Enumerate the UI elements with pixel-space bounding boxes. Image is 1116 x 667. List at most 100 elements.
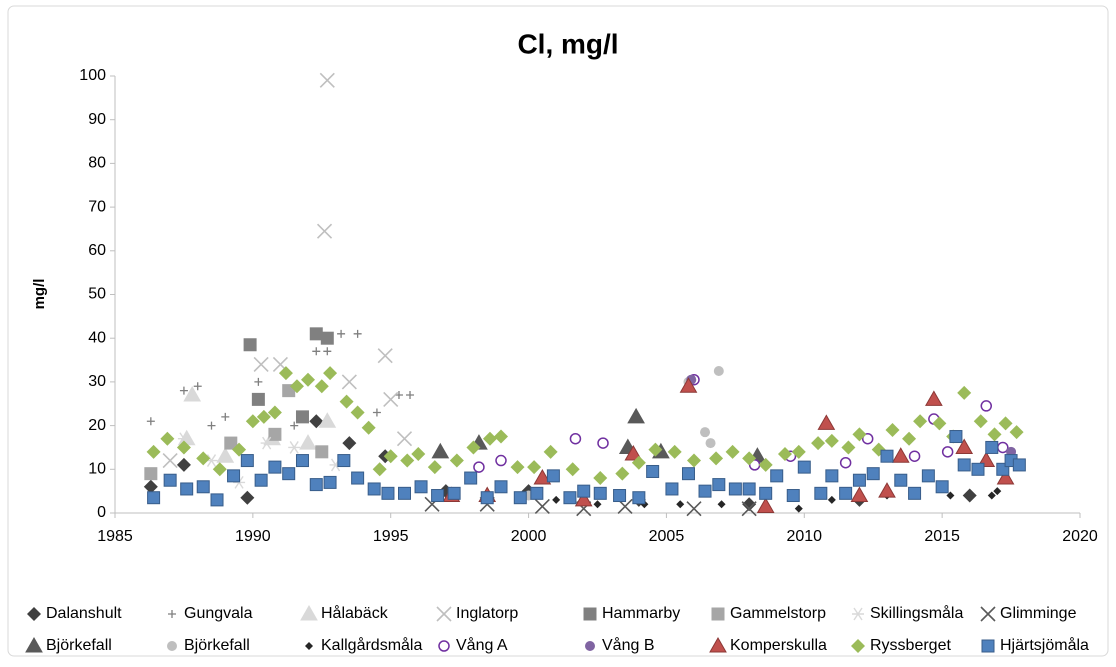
data-point: [825, 469, 839, 483]
data-point: [850, 486, 869, 503]
data-point: [144, 467, 158, 481]
legend-label: Komperskulla: [730, 637, 827, 654]
legend-marker: [583, 607, 597, 621]
legend-marker: [711, 607, 725, 621]
data-point: [160, 431, 175, 446]
data-point: [615, 466, 630, 481]
data-point: [709, 451, 724, 466]
data-point: [245, 414, 260, 429]
data-point: [301, 372, 315, 387]
x-tick-label: 2010: [786, 528, 822, 545]
data-point: [1009, 425, 1024, 440]
legend-marker: [27, 607, 41, 621]
data-point: [464, 471, 478, 485]
data-point: [817, 414, 836, 430]
y-tick-label: 20: [88, 417, 106, 434]
data-point: [147, 491, 161, 505]
legend-label: Inglatorp: [456, 605, 518, 622]
data-point: [449, 453, 464, 468]
data-point: [466, 440, 481, 455]
data-point: [400, 453, 415, 468]
data-point: [971, 462, 985, 476]
data-point: [878, 482, 896, 498]
data-point: [176, 457, 191, 472]
data-point: [494, 429, 508, 444]
data-point: [839, 486, 853, 500]
data-point: [902, 431, 917, 446]
data-point: [973, 414, 988, 429]
data-point: [698, 484, 712, 498]
data-point: [411, 447, 426, 462]
x-tick-label: 1995: [373, 528, 409, 545]
legend-marker: [25, 636, 43, 653]
data-point: [383, 449, 398, 464]
y-tick-label: 100: [79, 67, 106, 84]
data-point: [546, 469, 560, 483]
data-point: [725, 444, 740, 459]
legend-marker: [709, 636, 727, 653]
data-point: [212, 462, 227, 477]
legend-label: Dalanshult: [46, 605, 122, 622]
data-point: [980, 400, 993, 412]
data-point: [323, 366, 338, 381]
data-point: [841, 440, 856, 455]
data-point: [351, 471, 365, 485]
data-point: [891, 447, 910, 463]
data-point: [180, 482, 194, 496]
data-point: [339, 394, 354, 409]
data-point: [224, 436, 238, 450]
data-point: [260, 436, 273, 450]
data-point: [552, 495, 561, 504]
data-point: [985, 440, 999, 454]
x-tick-label: 2020: [1062, 528, 1098, 545]
data-point: [342, 436, 357, 451]
data-point: [431, 442, 450, 459]
data-point: [350, 405, 365, 420]
y-tick-label: 60: [88, 242, 106, 259]
data-point: [312, 347, 321, 356]
data-point: [177, 432, 190, 446]
data-point: [861, 432, 874, 445]
data-point: [295, 410, 309, 424]
data-point: [713, 365, 724, 376]
data-point: [193, 382, 202, 391]
chart-frame: [7, 5, 1109, 657]
data-point: [377, 348, 393, 364]
data-point: [278, 366, 293, 381]
data-point: [627, 407, 645, 424]
data-point: [894, 473, 908, 487]
data-point: [742, 451, 757, 466]
data-point: [921, 469, 935, 483]
data-point: [949, 430, 963, 444]
data-point: [251, 392, 265, 406]
data-point: [593, 500, 602, 509]
data-point: [176, 440, 191, 455]
y-tick-label: 80: [88, 155, 106, 172]
data-point: [925, 390, 943, 406]
legend-marker: [585, 641, 595, 651]
data-point: [1012, 458, 1026, 472]
data-point: [473, 461, 485, 473]
data-point: [770, 469, 784, 483]
data-point: [946, 491, 955, 500]
data-point: [253, 356, 269, 372]
data-point: [337, 329, 346, 338]
data-point: [996, 469, 1015, 485]
data-point: [396, 431, 413, 447]
data-point: [811, 436, 826, 451]
data-point: [414, 480, 428, 494]
data-point: [256, 409, 271, 424]
legend-label: Hjärtsjömåla: [1000, 636, 1089, 654]
data-point: [563, 491, 577, 505]
data-point: [337, 454, 351, 468]
data-point: [268, 427, 282, 441]
legend-label: Vång A: [456, 636, 508, 654]
data-point: [183, 386, 202, 402]
data-point: [908, 486, 922, 500]
data-point: [319, 72, 335, 88]
data-point: [318, 412, 337, 428]
data-point: [207, 421, 216, 430]
data-point: [431, 489, 445, 503]
data-point: [254, 473, 268, 487]
data-point: [962, 488, 977, 503]
